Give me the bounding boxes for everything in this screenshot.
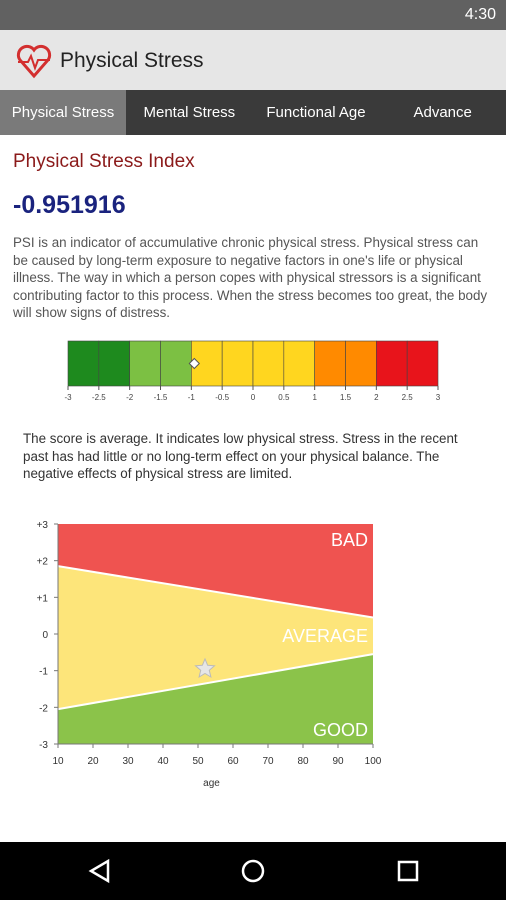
scale-cell bbox=[314, 340, 346, 387]
scale-cell bbox=[129, 340, 161, 387]
scale-cell bbox=[252, 340, 285, 387]
score-marker bbox=[188, 357, 201, 370]
description: PSI is an indicator of accumulative chro… bbox=[13, 235, 488, 320]
tab[interactable]: Functional Age bbox=[266, 104, 366, 121]
x-tick-label: 90 bbox=[332, 756, 344, 767]
scale-cell bbox=[406, 340, 439, 387]
app-title: Physical Stress bbox=[60, 49, 204, 72]
tick-label: 3 bbox=[436, 393, 441, 402]
scale-cell bbox=[98, 340, 130, 387]
section-title: Physical Stress Index bbox=[13, 151, 195, 172]
y-tick-label: 0 bbox=[42, 630, 48, 641]
summary: The score is average. It indicates low p… bbox=[23, 431, 458, 481]
tab[interactable]: Advance bbox=[413, 104, 472, 121]
tab[interactable]: Physical Stress bbox=[0, 90, 126, 135]
x-tick-label: 80 bbox=[297, 756, 309, 767]
scale-cell bbox=[160, 340, 192, 387]
tick-label: 1 bbox=[312, 393, 317, 402]
x-tick-label: 60 bbox=[227, 756, 239, 767]
tick-label: -1 bbox=[188, 393, 196, 402]
x-tick-label: 100 bbox=[365, 756, 382, 767]
zone-label: GOOD bbox=[313, 720, 368, 740]
x-tick-label: 50 bbox=[192, 756, 204, 767]
nav-icons bbox=[88, 858, 419, 884]
scale-cell bbox=[345, 340, 377, 387]
tick-label: -2.5 bbox=[92, 393, 106, 402]
y-tick-label: +2 bbox=[37, 557, 49, 568]
stress-scale: -3 -2.5 -2 -1.5 -1 -0.5 0 0.5 1 1.5 2 2.5 3 bbox=[64, 340, 441, 402]
x-tick-label: 20 bbox=[87, 756, 99, 767]
scale-cell bbox=[376, 340, 408, 387]
tick-label: 0 bbox=[251, 393, 256, 402]
zone-good bbox=[58, 654, 373, 744]
recents-button[interactable] bbox=[397, 860, 419, 882]
x-tick-label: 10 bbox=[52, 756, 64, 767]
y-tick-label: +1 bbox=[37, 593, 49, 604]
score: -0.951916 bbox=[13, 191, 126, 219]
lower-boundary bbox=[57, 653, 374, 711]
tab-bar: Physical Stress Mental Stress Functional… bbox=[0, 90, 506, 135]
scale-cell bbox=[283, 340, 315, 387]
scale-cell bbox=[221, 340, 254, 387]
y-tick-label: -2 bbox=[39, 703, 48, 714]
upper-boundary bbox=[57, 565, 374, 619]
tick-label: 1.5 bbox=[340, 393, 352, 402]
x-tick-label: 30 bbox=[122, 756, 134, 767]
back-button[interactable] bbox=[88, 858, 110, 884]
zone-label: AVERAGE bbox=[282, 626, 368, 646]
y-tick-label: -3 bbox=[39, 740, 48, 751]
status-bar: 4:30 bbox=[0, 0, 506, 30]
tick-label: 2 bbox=[374, 393, 379, 402]
y-tick-label: -1 bbox=[39, 667, 48, 678]
home-button[interactable] bbox=[241, 859, 265, 883]
x-axis-label: age bbox=[203, 778, 220, 789]
app-icon bbox=[16, 44, 52, 79]
x-tick-label: 40 bbox=[157, 756, 169, 767]
tick-label: -2 bbox=[126, 393, 134, 402]
scale-cell bbox=[67, 340, 100, 387]
tick-label: -3 bbox=[64, 393, 72, 402]
zone-average bbox=[58, 566, 373, 710]
y-tick-label: +3 bbox=[37, 520, 49, 531]
tick-label: -1.5 bbox=[154, 393, 168, 402]
x-tick-label: 70 bbox=[262, 756, 274, 767]
tab[interactable]: Mental Stress bbox=[143, 104, 236, 121]
time: 4:30 bbox=[464, 6, 496, 23]
tick-label: 0.5 bbox=[278, 393, 290, 402]
tick-label: -0.5 bbox=[215, 393, 229, 402]
age-chart: BAD AVERAGE GOOD +3 +2 +1 0 -1 -2 -3 10 20 30 40 50 60 7… bbox=[37, 520, 382, 789]
zone-bad bbox=[58, 524, 373, 618]
tick-label: 2.5 bbox=[402, 393, 414, 402]
zone-label: BAD bbox=[331, 530, 368, 550]
nav-bar bbox=[0, 842, 506, 900]
app-bar: Physical Stress bbox=[0, 30, 506, 90]
score-star bbox=[194, 657, 216, 679]
